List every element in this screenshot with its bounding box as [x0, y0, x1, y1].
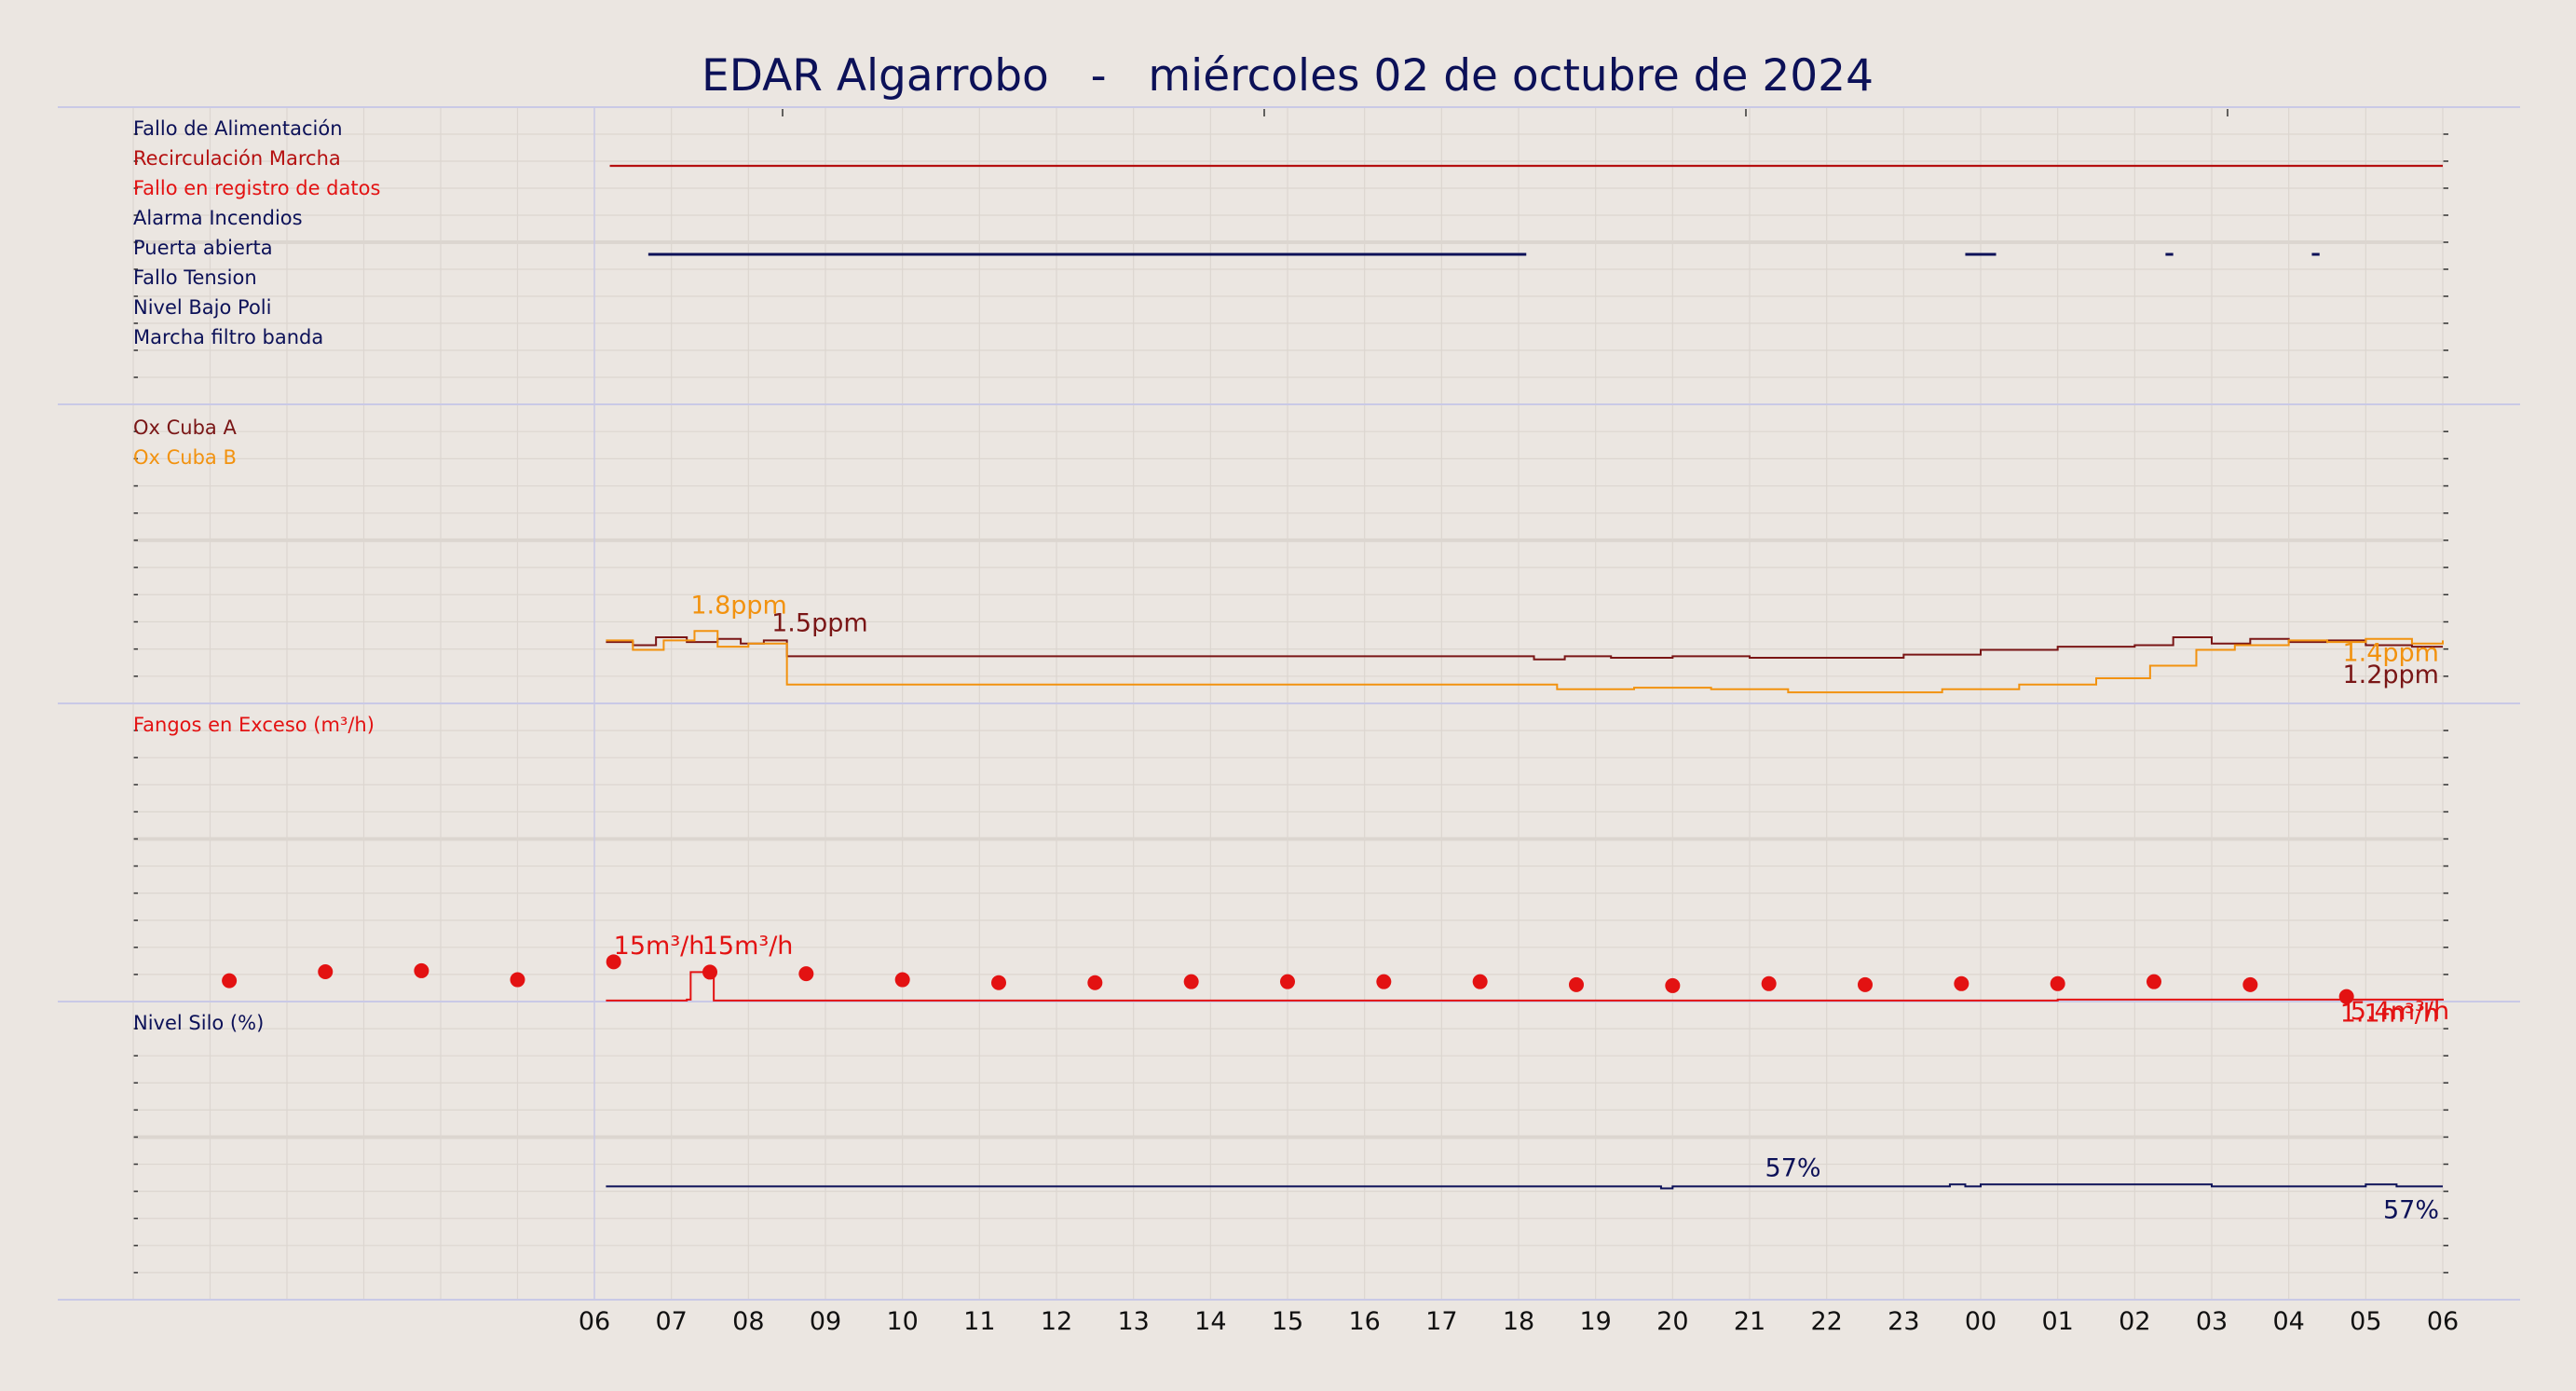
data-point [2338, 989, 2354, 1004]
x-tick-label: 08 [732, 1307, 764, 1336]
data-point [1665, 977, 1681, 993]
x-tick-label: 15 [1272, 1307, 1303, 1336]
oxygen-series: 1.8ppm 1.4ppm [606, 592, 2444, 694]
x-tick-label: 01 [2041, 1307, 2073, 1336]
legend-label: Marcha filtro banda [133, 326, 323, 348]
x-tick-label: 20 [1656, 1307, 1688, 1336]
data-label: 15m³/h [614, 932, 705, 961]
series-line [606, 636, 2443, 661]
data-point [1280, 974, 1295, 989]
x-tick-label: 09 [810, 1307, 841, 1336]
series-line [606, 971, 2444, 1002]
x-tick-label: 16 [1348, 1307, 1380, 1336]
legend-label: Fallo Tension [133, 266, 257, 289]
legend-label: Ox Cuba B [133, 446, 237, 469]
legend-label: Fallo en registro de datos [133, 177, 380, 199]
x-tick-label: 13 [1117, 1307, 1149, 1336]
data-point [1376, 974, 1392, 989]
x-tick-label: 19 [1579, 1307, 1611, 1336]
data-point [2242, 976, 2258, 992]
x-tick-label: 04 [2272, 1307, 2304, 1336]
data-point [1183, 974, 1199, 989]
legend-label: Fallo de Alimentación [133, 117, 343, 140]
data-point [2147, 974, 2161, 989]
x-tick-label: 21 [1734, 1307, 1765, 1336]
x-tick-label: 06 [579, 1307, 610, 1336]
data-point [702, 964, 717, 980]
x-tick-label: 07 [655, 1307, 687, 1336]
x-tick-label: 11 [963, 1307, 995, 1336]
panels-layer: Fallo de Alimentación Recirculación March… [58, 106, 2520, 1301]
x-tick-label: 17 [1425, 1307, 1457, 1336]
x-tick-label: 10 [886, 1307, 918, 1336]
data-point [1858, 976, 1873, 992]
legend-label: Puerta abierta [133, 237, 273, 259]
silo-series: 57% 57% [606, 1154, 2443, 1225]
x-tick-label: 18 [1503, 1307, 1534, 1336]
data-point [991, 975, 1006, 990]
data-point [606, 954, 621, 970]
data-point [2050, 975, 2065, 991]
legend-label: Nivel Bajo Poli [133, 296, 271, 319]
x-tick-label: 06 [2427, 1307, 2459, 1336]
x-tick-label: 22 [1810, 1307, 1842, 1336]
data-point [222, 973, 238, 989]
x-tick-label: 00 [1965, 1307, 1997, 1336]
alarm-series-layer: Fallo de Alimentación Recirculación March… [133, 117, 2443, 348]
panel-2 [58, 403, 2520, 703]
data-label: 1.2ppm [2342, 661, 2439, 689]
panel-1 [58, 106, 2520, 404]
data-label: 15m³/h [702, 932, 794, 961]
data-label: 57% [1765, 1154, 1821, 1183]
data-point [414, 962, 429, 978]
x-tick-label: 05 [2350, 1307, 2381, 1336]
series-line [606, 1183, 2443, 1190]
data-label: 5.4m³/h [2351, 997, 2449, 1026]
x-tick-label: 14 [1194, 1307, 1226, 1336]
legend-label: Ox Cuba A [133, 416, 237, 439]
panel-3 [58, 702, 2520, 1002]
chart-title: EDAR Algarrobo - miércoles 02 de octubre… [702, 50, 1874, 102]
data-point [1087, 975, 1103, 990]
oxygen-series: 1.5ppm 1.2ppm [606, 608, 2443, 689]
legend-label: Nivel Silo (%) [133, 1012, 264, 1034]
x-tick-label: 02 [2119, 1307, 2150, 1336]
data-label: 1.4ppm [2342, 638, 2439, 667]
x-tick-label: 03 [2196, 1307, 2228, 1336]
data-point [798, 966, 814, 982]
data-label: 1.1m³/h [2340, 999, 2439, 1028]
data-point [1472, 974, 1488, 989]
x-tick-label: 12 [1041, 1307, 1072, 1336]
data-label: 57% [2383, 1196, 2439, 1225]
data-point [318, 964, 334, 979]
legend-label: Alarma Incendios [133, 207, 303, 229]
data-point [894, 972, 910, 988]
data-point [1954, 975, 1969, 991]
x-axis: 06 07 08 09 10 11 12 13 14 15 16 17 18 19 20 21 22 23 00 01… [579, 1307, 2459, 1336]
legend-label: Recirculación Marcha [133, 147, 341, 170]
data-label: 1.8ppm [690, 592, 787, 620]
panel-4 [58, 1001, 2520, 1300]
data-point [510, 972, 525, 988]
series-line [606, 630, 2444, 694]
x-tick-label: 23 [1888, 1307, 1919, 1336]
legend-label: Fangos en Exceso (m³/h) [133, 714, 375, 736]
data-label: 1.5ppm [771, 608, 868, 637]
data-point [1569, 976, 1584, 992]
data-point [1761, 975, 1777, 991]
